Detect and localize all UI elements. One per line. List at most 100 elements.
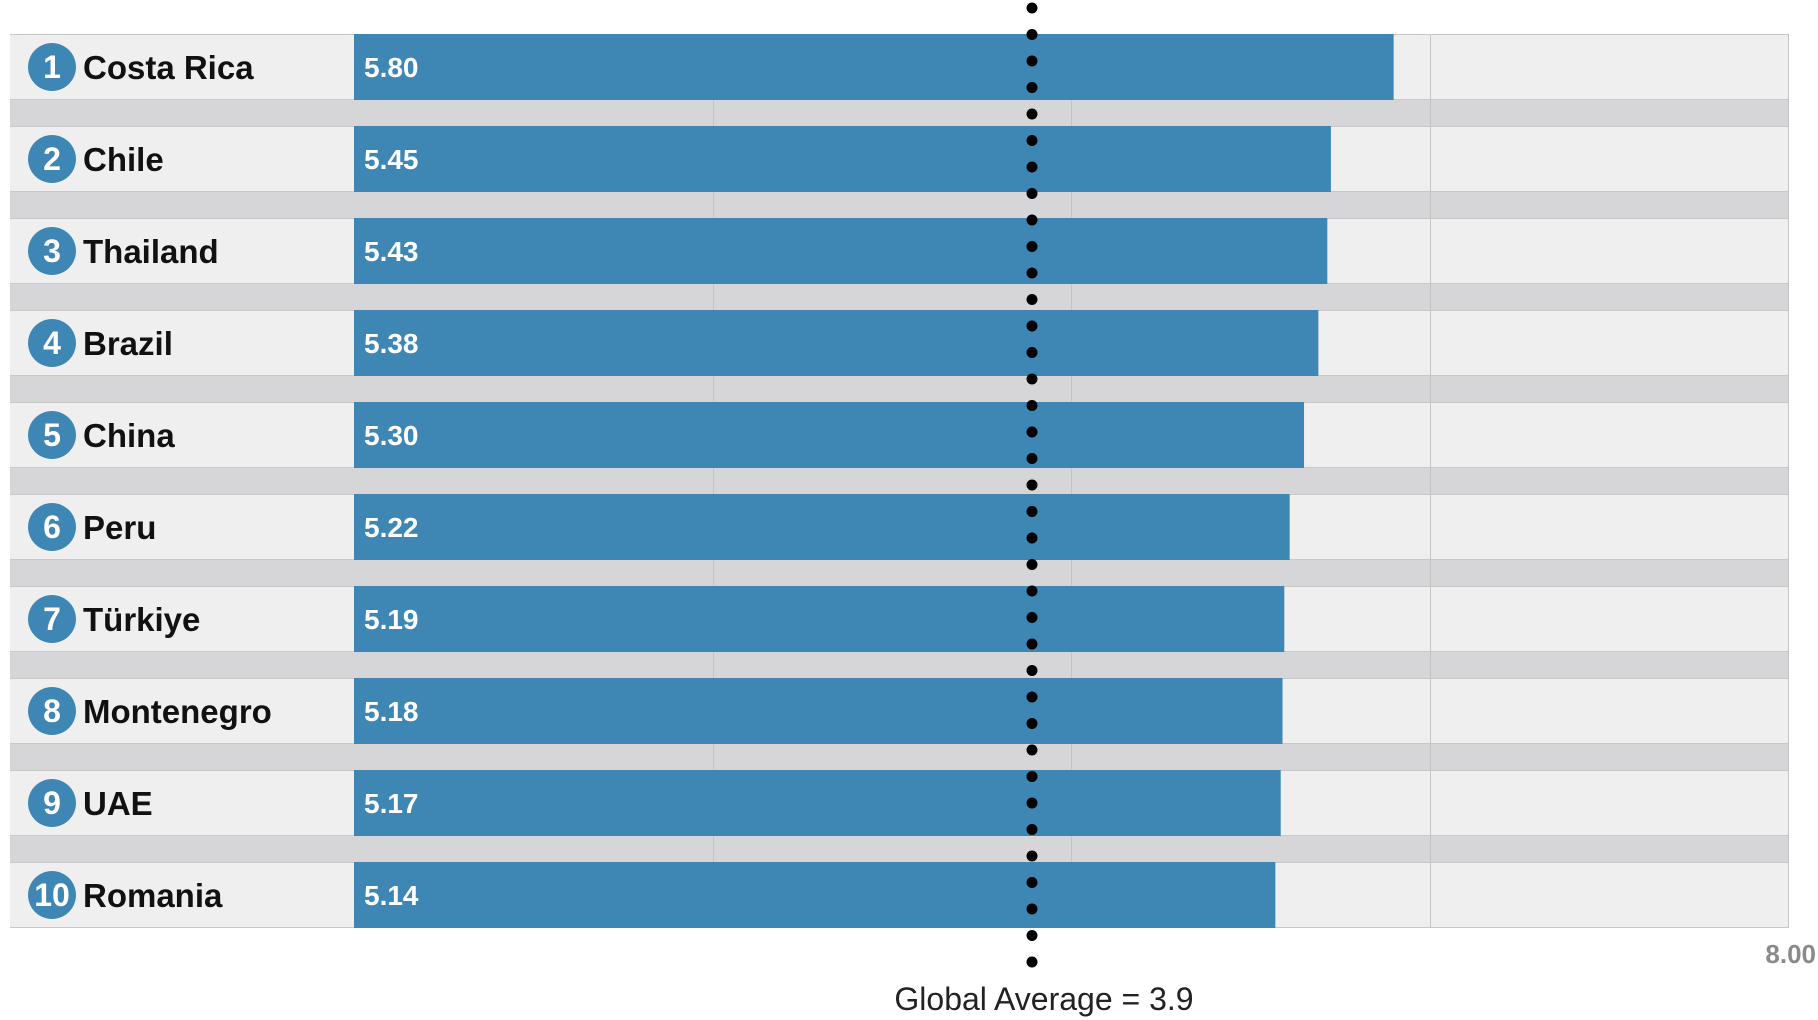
reference-line-dot [1026, 903, 1038, 915]
reference-line-dot [1026, 241, 1038, 252]
reference-line-dot [1026, 453, 1038, 464]
rank-badge [28, 411, 76, 459]
category-label: Chile [83, 141, 164, 178]
bar-value-label: 5.22 [364, 512, 419, 543]
rank-number: 9 [43, 785, 61, 821]
rank-number: 1 [43, 49, 61, 85]
reference-line-dot [1026, 771, 1038, 782]
reference-line-dot [1026, 188, 1038, 199]
reference-line-dot [1026, 744, 1038, 756]
category-label: UAE [83, 785, 153, 822]
rank-badge [28, 871, 76, 919]
bar-value-label: 5.14 [364, 880, 419, 911]
reference-line-dot [1026, 665, 1038, 676]
bar-value-label: 5.17 [364, 788, 419, 819]
reference-line-dot [1026, 161, 1038, 173]
reference-line-dot [1026, 718, 1038, 729]
row-separator [10, 284, 1788, 310]
reference-line-dot [1026, 135, 1038, 146]
rank-badge [28, 595, 76, 643]
category-label: Brazil [83, 325, 173, 362]
row-separator [10, 468, 1788, 494]
reference-line-dot [1026, 532, 1038, 544]
reference-line-dot [1026, 320, 1038, 332]
row-separator [10, 744, 1788, 770]
reference-line-dot [1026, 956, 1038, 968]
reference-line-dot [1026, 479, 1038, 491]
bar [354, 770, 1281, 836]
rank-number: 10 [34, 877, 70, 913]
bar [354, 494, 1290, 560]
row-separator [10, 652, 1788, 678]
reference-line-dot [1026, 294, 1038, 305]
bar-value-label: 5.30 [364, 420, 419, 451]
reference-line-dot [1026, 426, 1038, 438]
reference-line-dot [1026, 506, 1038, 517]
rank-badge [28, 319, 76, 367]
reference-line-dot [1026, 585, 1038, 597]
rank-number: 4 [43, 325, 61, 361]
bar [354, 34, 1394, 100]
reference-line-dot [1026, 2, 1038, 14]
rank-number: 8 [43, 693, 61, 729]
reference-line-dot [1026, 638, 1038, 650]
rank-badge [28, 687, 76, 735]
reference-line-dot [1026, 824, 1038, 835]
reference-line-dot [1026, 55, 1038, 67]
reference-line-dot [1026, 559, 1038, 570]
bar [354, 862, 1276, 928]
x-axis-tick-label: 8.00 [1765, 939, 1816, 969]
row-separator [10, 192, 1788, 218]
category-label: Thailand [83, 233, 219, 270]
rank-badge [28, 227, 76, 275]
reference-line-dot [1026, 850, 1038, 862]
rank-badge [28, 135, 76, 183]
bar [354, 402, 1305, 468]
category-label: Peru [83, 509, 156, 546]
rank-badge [28, 779, 76, 827]
reference-line-dot [1026, 29, 1038, 40]
row-separator [10, 376, 1788, 402]
category-label: Montenegro [83, 693, 272, 730]
rank-badge [28, 503, 76, 551]
rank-number: 5 [43, 417, 61, 453]
reference-line-dot [1026, 691, 1038, 703]
reference-line-dot [1026, 797, 1038, 809]
category-label: Romania [83, 877, 223, 914]
bar [354, 678, 1283, 744]
bar [354, 310, 1319, 376]
row-separator [10, 100, 1788, 126]
reference-line-dot [1026, 108, 1038, 120]
bar [354, 126, 1331, 192]
bar-value-label: 5.38 [364, 328, 419, 359]
bar-value-label: 5.19 [364, 604, 419, 635]
row-separator [10, 836, 1788, 862]
reference-line-dot [1026, 373, 1038, 385]
reference-line-dot [1026, 267, 1038, 279]
rank-badge [28, 43, 76, 91]
reference-line-dot [1026, 214, 1038, 226]
reference-line-dot [1026, 82, 1038, 93]
category-label: Costa Rica [83, 49, 254, 86]
bar-value-label: 5.80 [364, 52, 419, 83]
reference-line-label: Global Average = 3.9 [894, 981, 1193, 1017]
bar-value-label: 5.45 [364, 144, 419, 175]
bar [354, 586, 1285, 652]
category-label: Türkiye [83, 601, 200, 638]
rank-number: 2 [43, 141, 61, 177]
reference-line-dot [1026, 347, 1038, 358]
category-label: China [83, 417, 175, 454]
rank-number: 3 [43, 233, 61, 269]
reference-line-dot [1026, 612, 1038, 623]
reference-line-dot [1026, 400, 1038, 411]
rank-number: 6 [43, 509, 61, 545]
bar [354, 218, 1328, 284]
reference-line-dot [1026, 930, 1038, 941]
row-separator [10, 560, 1788, 586]
reference-line-dot [1026, 877, 1038, 888]
rank-number: 7 [43, 601, 61, 637]
bar-value-label: 5.18 [364, 696, 419, 727]
bar-value-label: 5.43 [364, 236, 419, 267]
